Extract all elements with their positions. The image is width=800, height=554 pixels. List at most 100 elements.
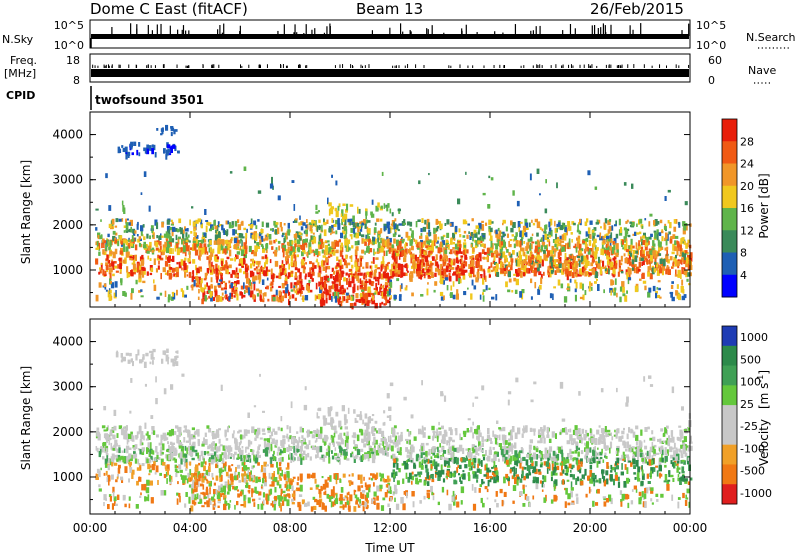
heatmap-cell [516,252,519,257]
heatmap-cell [495,229,498,235]
heatmap-cell [366,293,369,300]
heatmap-cell [136,223,139,230]
heatmap-cell [504,435,507,442]
heatmap-cell [394,444,397,448]
heatmap-cell [306,219,308,223]
heatmap-cell [529,262,532,267]
heatmap-cell [531,241,535,244]
heatmap-cell [400,431,403,435]
heatmap-cell [105,437,108,444]
heatmap-cell [176,434,180,441]
heatmap-cell [309,246,312,253]
heatmap-cell [132,255,135,259]
heatmap-cell [483,273,486,280]
heatmap-cell [631,259,635,266]
heatmap-cell [365,432,369,436]
heatmap-cell [572,429,576,435]
heatmap-cell [635,441,638,446]
heatmap-cell [588,268,593,272]
heatmap-cell [95,247,98,250]
heatmap-cell [253,283,256,291]
heatmap-cell [225,294,228,300]
heatmap-cell [436,428,438,435]
heatmap-cell [466,234,469,239]
heatmap-cell [256,272,260,275]
heatmap-cell [680,238,682,246]
heatmap-cell [659,258,663,264]
heatmap-cell [302,250,306,253]
heatmap-cell [275,247,278,253]
heatmap-cell [560,268,563,274]
heatmap-cell [547,272,549,276]
heatmap-cell [288,454,291,460]
heatmap-cell [500,262,503,268]
heatmap-cell [667,220,670,224]
heatmap-cell [687,427,690,431]
heatmap-cell [573,222,576,226]
heatmap-cell [361,297,364,301]
heatmap-cell [337,223,341,230]
heatmap-cell [404,248,408,255]
heatmap-cell [556,259,560,263]
heatmap-cell [97,234,100,240]
heatmap-cell [684,444,687,451]
heatmap-cell [305,224,308,229]
heatmap-cell [265,256,269,263]
heatmap-cell [278,272,282,280]
heatmap-cell [258,271,261,275]
heatmap-cell [283,223,286,226]
heatmap-cell [151,234,154,238]
heatmap-cell [594,252,597,260]
heatmap-cell [378,443,382,446]
heatmap-cell [287,255,290,258]
heatmap-cell [317,433,320,439]
heatmap-cell [276,295,279,302]
heatmap-cell [671,266,674,269]
heatmap-cell [149,272,153,276]
heatmap-cell [293,436,296,443]
heatmap-cell [388,237,392,243]
heatmap-cell [213,220,216,226]
heatmap-cell [252,294,256,300]
heatmap-cell [673,450,677,457]
heatmap-cell [262,449,267,453]
heatmap-cell [99,447,102,455]
heatmap-cell [158,442,162,446]
heatmap-cell [409,239,413,246]
heatmap-cell [675,290,678,296]
heatmap-cell [299,426,303,433]
heatmap-cell [395,224,399,230]
heatmap-cell [476,271,480,279]
heatmap-cell [490,262,493,268]
y-tick-label: 1000 [52,263,83,277]
heatmap-cell [180,227,183,235]
heatmap-cell [371,300,376,304]
heatmap-cell [567,221,571,227]
heatmap-cell [414,263,419,269]
heatmap-cell [425,260,429,266]
heatmap-cell [259,279,261,282]
heatmap-cell [251,449,255,452]
heatmap-cell [611,436,614,441]
heatmap-cell [151,250,154,253]
heatmap-cell [664,237,667,242]
heatmap-cell [101,425,106,429]
heatmap-cell [661,236,664,242]
heatmap-cell [238,259,241,266]
heatmap-cell [541,241,546,247]
heatmap-cell [670,454,674,459]
heatmap-cell [250,441,253,445]
heatmap-cell [383,250,386,257]
heatmap-cell [297,247,300,251]
heatmap-cell [619,457,622,461]
heatmap-cell [118,444,121,448]
heatmap-cell [428,239,432,243]
heatmap-cell [648,236,652,240]
heatmap-cell [537,251,540,256]
heatmap-cell [450,285,453,291]
heatmap-cell [299,280,303,287]
heatmap-cell [168,294,171,301]
heatmap-cell [582,283,584,291]
heatmap-cell [425,450,428,458]
heatmap-cell [389,281,393,288]
